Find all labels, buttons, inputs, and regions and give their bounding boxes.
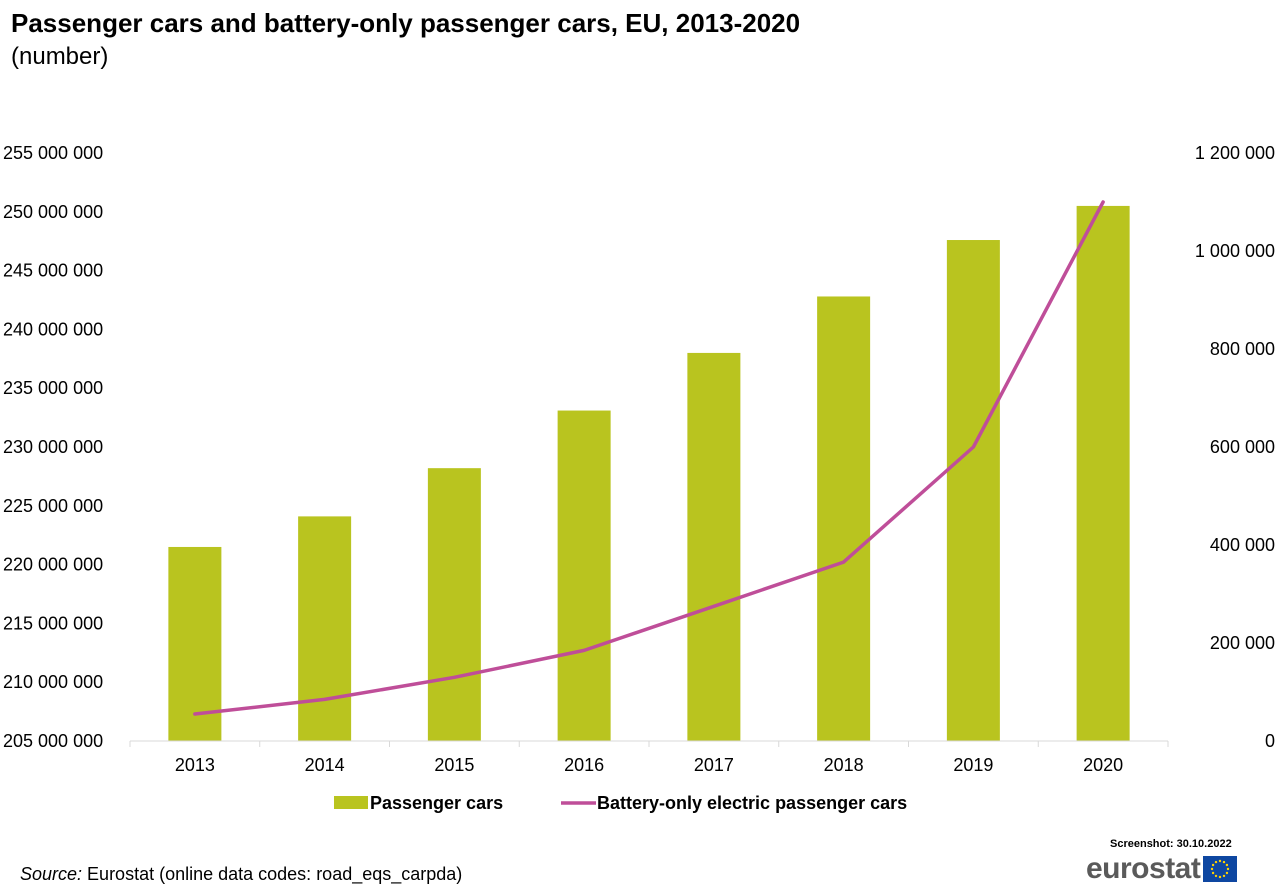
x-tick-label: 2013 [175, 755, 215, 775]
x-tick-label: 2018 [824, 755, 864, 775]
source-label: Source: [20, 864, 83, 884]
x-tick-label: 2016 [564, 755, 604, 775]
y-right-tick-label: 1 200 000 [1195, 143, 1275, 163]
y-left-tick-label: 205 000 000 [3, 731, 103, 751]
line-point [971, 445, 975, 449]
y-left-tick-label: 245 000 000 [3, 261, 103, 281]
y-right-tick-label: 0 [1265, 731, 1275, 751]
line-point [582, 648, 586, 652]
line-point [1101, 200, 1105, 204]
x-tick-label: 2017 [694, 755, 734, 775]
bar [168, 546, 222, 741]
bar [557, 410, 611, 741]
y-right-tick-label: 800 000 [1210, 339, 1275, 359]
x-tick-label: 2015 [434, 755, 474, 775]
y-left-tick-label: 220 000 000 [3, 555, 103, 575]
x-tick-label: 2014 [305, 755, 345, 775]
legend-swatch-passenger-cars [334, 796, 368, 809]
y-right-tick-label: 200 000 [1210, 633, 1275, 653]
line-point [323, 697, 327, 701]
x-tick-label: 2020 [1083, 755, 1123, 775]
y-left-tick-label: 230 000 000 [3, 437, 103, 457]
y-left-tick-label: 210 000 000 [3, 672, 103, 692]
bar [817, 296, 871, 741]
y-right-tick-label: 600 000 [1210, 437, 1275, 457]
logo-text: eurostat [1086, 852, 1201, 885]
line-point [842, 560, 846, 564]
bar [946, 240, 1000, 742]
bar [427, 468, 481, 741]
line-series-battery-electric [193, 200, 1105, 716]
source-text: Eurostat (online data codes: road_eqs_ca… [82, 864, 463, 884]
eurostat-logo: eurostat [1086, 852, 1238, 885]
source-note: Source: Eurostat (online data codes: roa… [20, 864, 462, 885]
y-left-tick-label: 225 000 000 [3, 496, 103, 516]
y-left-tick-label: 240 000 000 [3, 319, 103, 339]
line-point [452, 675, 456, 679]
y-left-tick-label: 235 000 000 [3, 378, 103, 398]
line-point [193, 712, 197, 716]
line-point [712, 604, 716, 608]
eu-flag-icon [1203, 856, 1238, 882]
bar [1076, 205, 1130, 742]
y-left-tick-label: 215 000 000 [3, 613, 103, 633]
y-left-tick-label: 255 000 000 [3, 143, 103, 163]
legend-label-passenger-cars: Passenger cars [370, 793, 503, 813]
x-tick-label: 2019 [953, 755, 993, 775]
combo-chart: 205 000 000 210 000 000 215 000 000 220 000… [3, 143, 1275, 813]
chart-title: Passenger cars and battery-only passenge… [11, 8, 801, 38]
screenshot-date: Screenshot: 30.10.2022 [1110, 838, 1232, 850]
y-right-tick-label: 1 000 000 [1195, 241, 1275, 261]
bar [687, 352, 741, 741]
y-right-tick-label: 400 000 [1210, 535, 1275, 555]
chart-subtitle: (number) [11, 43, 109, 70]
y-left-tick-label: 250 000 000 [3, 202, 103, 222]
legend-label-battery-electric: Battery-only electric passenger cars [597, 793, 907, 813]
bar [298, 516, 352, 741]
